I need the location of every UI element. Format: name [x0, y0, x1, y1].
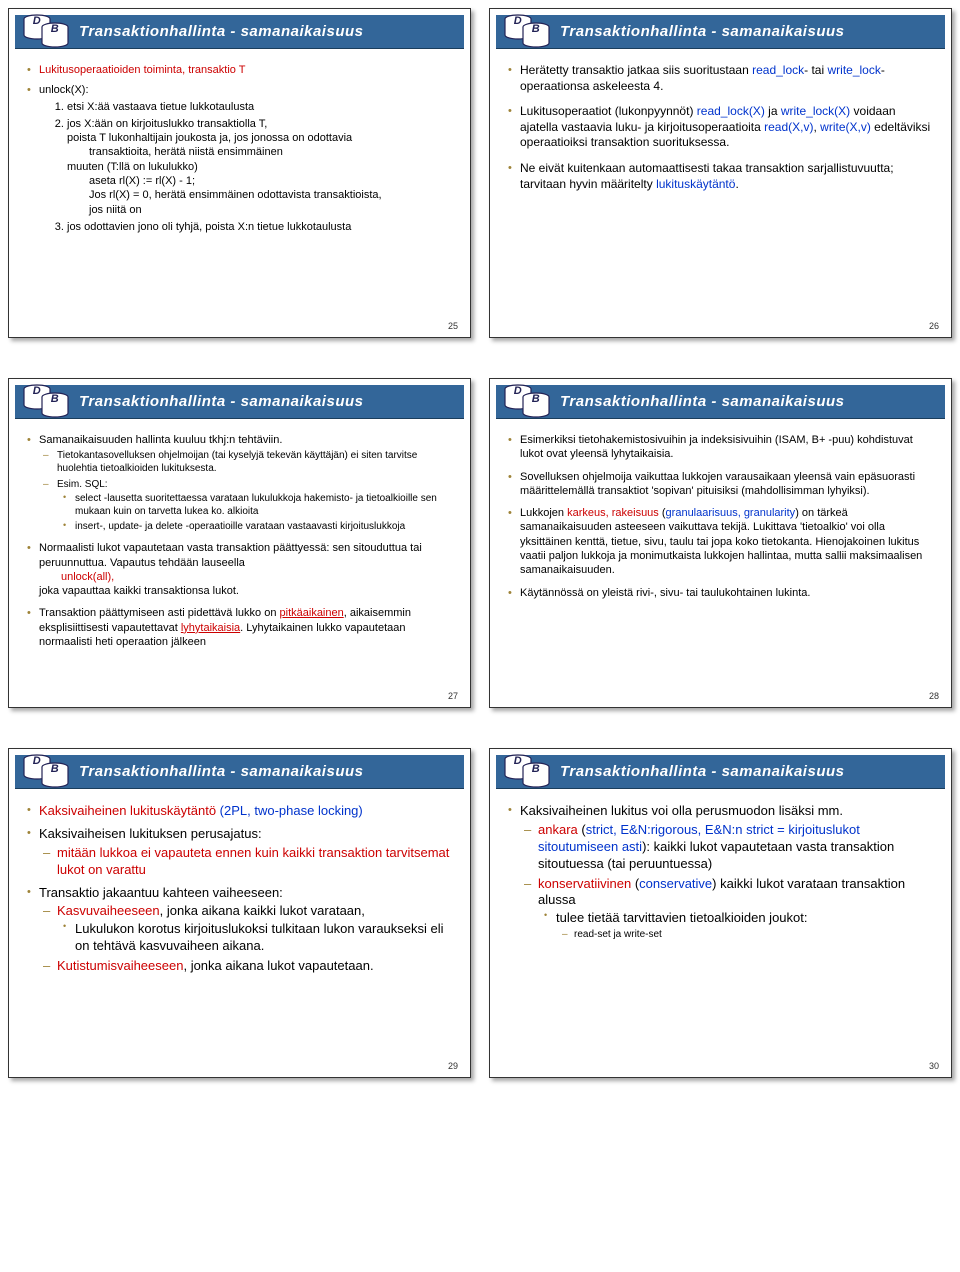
slide-title: Transaktionhallinta - samanaikaisuus: [79, 23, 363, 40]
svg-text:D: D: [33, 15, 41, 27]
slide-header: D B Transaktionhallinta - samanaikaisuus: [15, 755, 464, 789]
slide-26: D B Transaktionhallinta - samanaikaisuus…: [489, 8, 952, 338]
slide-title: Transaktionhallinta - samanaikaisuus: [560, 763, 844, 780]
list-item: Tietokantasovelluksen ohjelmoijan (tai k…: [57, 449, 450, 475]
slide-30: D B Transaktionhallinta - samanaikaisuus…: [489, 748, 952, 1078]
svg-text:B: B: [532, 23, 540, 35]
bullet: Transaktion päättymiseen asti pidettävä …: [39, 606, 450, 649]
slide-body: Samanaikaisuuden hallinta kuuluu tkhj:n …: [15, 429, 464, 697]
bullet: Ne eivät kuitenkaan automaattisesti taka…: [520, 161, 931, 192]
slide-header: D B Transaktionhallinta - samanaikaisuus: [15, 385, 464, 419]
slide-number: 25: [448, 321, 458, 331]
slide-title: Transaktionhallinta - samanaikaisuus: [560, 23, 844, 40]
slide-body: Kaksivaiheinen lukitus voi olla perusmuo…: [496, 799, 945, 1067]
slide-body: Esimerkiksi tietohakemistosivuihin ja in…: [496, 429, 945, 697]
slide-header: D B Transaktionhallinta - samanaikaisuus: [15, 15, 464, 49]
list-item: select -lausetta suoritettaessa varataan…: [75, 492, 450, 518]
list-item: Kutistumisvaiheeseen, jonka aikana lukot…: [57, 958, 450, 975]
bullet: Kaksivaiheinen lukitus voi olla perusmuo…: [520, 803, 931, 941]
bullet: Transaktio jakaantuu kahteen vaiheeseen:…: [39, 885, 450, 975]
list-item: insert-, update- ja delete -operaatioill…: [75, 520, 450, 533]
slide-body: Herätetty transaktio jatkaa siis suoritu…: [496, 59, 945, 327]
list-item: jos X:ään on kirjoituslukko transaktioll…: [67, 117, 450, 217]
db-icon: D B: [21, 751, 75, 791]
slide-header: D B Transaktionhallinta - samanaikaisuus: [496, 15, 945, 49]
svg-text:B: B: [51, 763, 59, 775]
db-icon: D B: [21, 381, 75, 421]
svg-text:B: B: [532, 393, 540, 405]
slide-number: 29: [448, 1061, 458, 1071]
bullet: Herätetty transaktio jatkaa siis suoritu…: [520, 63, 931, 94]
bullet: Käytännössä on yleistä rivi-, sivu- tai …: [520, 586, 931, 600]
list-item: jos odottavien jono oli tyhjä, poista X:…: [67, 220, 450, 234]
bullet: Kaksivaiheisen lukituksen perusajatus: m…: [39, 826, 450, 879]
bullet: Sovelluksen ohjelmoija vaikuttaa lukkoje…: [520, 470, 931, 499]
slide-header: D B Transaktionhallinta - samanaikaisuus: [496, 385, 945, 419]
list-item: konservatiivinen (conservative) kaikki l…: [538, 876, 931, 942]
svg-text:B: B: [51, 23, 59, 35]
slide-number: 30: [929, 1061, 939, 1071]
list-item: ankara (strict, E&N:rigorous, E&N:n stri…: [538, 822, 931, 873]
svg-text:D: D: [514, 755, 522, 767]
list-item: tulee tietää tarvittavien tietoalkioiden…: [556, 910, 931, 941]
svg-text:D: D: [33, 385, 41, 397]
slide-28: D B Transaktionhallinta - samanaikaisuus…: [489, 378, 952, 708]
slide-title: Transaktionhallinta - samanaikaisuus: [560, 393, 844, 410]
svg-text:D: D: [33, 755, 41, 767]
bullet: Kaksivaiheinen lukituskäytäntö (2PL, two…: [39, 803, 450, 820]
slide-body: Lukitusoperaatioiden toiminta, transakti…: [15, 59, 464, 327]
svg-text:D: D: [514, 385, 522, 397]
slide-number: 26: [929, 321, 939, 331]
db-icon: D B: [502, 381, 556, 421]
bullet: Lukitusoperaatiot (lukonpyynnöt) read_lo…: [520, 104, 931, 151]
list-item: Kasvuvaiheeseen, jonka aikana kaikki luk…: [57, 903, 450, 955]
svg-text:D: D: [514, 15, 522, 27]
bullet: unlock(X): etsi X:ää vastaava tietue luk…: [39, 83, 450, 234]
bullet: Lukkojen karkeus, rakeisuus (granulaaris…: [520, 506, 931, 577]
slide-header: D B Transaktionhallinta - samanaikaisuus: [496, 755, 945, 789]
slide-grid: D B Transaktionhallinta - samanaikaisuus…: [0, 0, 960, 1086]
db-icon: D B: [502, 751, 556, 791]
list-item: Lukulukon korotus kirjoituslukoksi tulki…: [75, 921, 450, 955]
slide-29: D B Transaktionhallinta - samanaikaisuus…: [8, 748, 471, 1078]
svg-text:B: B: [51, 393, 59, 405]
slide-body: Kaksivaiheinen lukituskäytäntö (2PL, two…: [15, 799, 464, 1067]
slide-number: 28: [929, 691, 939, 701]
slide-25: D B Transaktionhallinta - samanaikaisuus…: [8, 8, 471, 338]
svg-text:B: B: [532, 763, 540, 775]
bullet: Esimerkiksi tietohakemistosivuihin ja in…: [520, 433, 931, 462]
slide-number: 27: [448, 691, 458, 701]
bullet: Samanaikaisuuden hallinta kuuluu tkhj:n …: [39, 433, 450, 533]
list-item: Esim. SQL: select -lausetta suoritettaes…: [57, 478, 450, 533]
list-item: etsi X:ää vastaava tietue lukkotaulusta: [67, 100, 450, 114]
bullet: Lukitusoperaatioiden toiminta, transakti…: [39, 63, 450, 77]
list-item: mitään lukkoa ei vapauteta ennen kuin ka…: [57, 845, 450, 879]
db-icon: D B: [502, 11, 556, 51]
db-icon: D B: [21, 11, 75, 51]
slide-27: D B Transaktionhallinta - samanaikaisuus…: [8, 378, 471, 708]
list-item: read-set ja write-set: [574, 928, 931, 941]
bullet: Normaalisti lukot vapautetaan vasta tran…: [39, 541, 450, 598]
slide-title: Transaktionhallinta - samanaikaisuus: [79, 393, 363, 410]
slide-title: Transaktionhallinta - samanaikaisuus: [79, 763, 363, 780]
